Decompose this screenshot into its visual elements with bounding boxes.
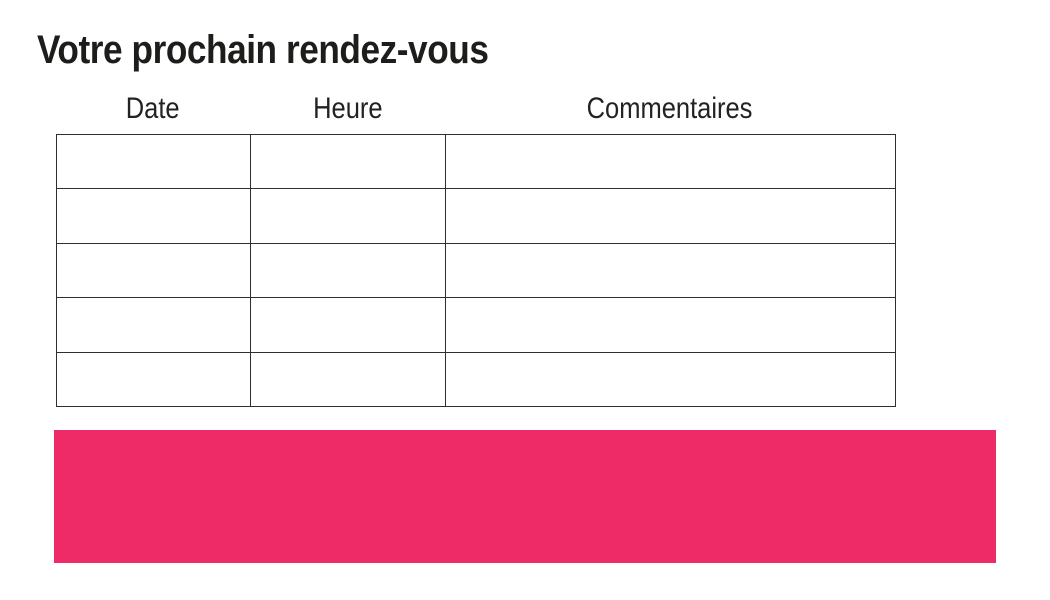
table-row [56, 188, 896, 244]
table-cell-heure [250, 133, 446, 190]
table-cell-commentaires [445, 188, 896, 244]
table-cell-heure [250, 297, 446, 353]
table-cell-date [56, 242, 251, 299]
table-cell-commentaires [445, 133, 896, 190]
column-header-heure-label: Heure [312, 92, 383, 125]
table-cell-commentaires [445, 351, 896, 408]
table-cell-date [56, 297, 251, 353]
table-cell-heure [250, 351, 446, 408]
table-row [56, 242, 896, 299]
column-header-date-label: Date [126, 92, 180, 125]
column-header-date: Date [56, 92, 250, 126]
table-row [56, 297, 896, 353]
table-row [56, 351, 896, 408]
column-header-commentaires: Commentaires [445, 92, 895, 126]
page-title: Votre prochain rendez-vous [37, 28, 489, 72]
table-cell-date [56, 351, 251, 408]
table-cell-date [56, 133, 251, 190]
table-cell-date [56, 188, 251, 244]
table-row [56, 133, 896, 190]
table-cell-heure [250, 242, 446, 299]
table-cell-commentaires [445, 297, 896, 353]
table-cell-commentaires [445, 242, 896, 299]
table-cell-heure [250, 188, 446, 244]
column-header-commentaires-label: Commentaires [587, 92, 753, 125]
accent-banner [54, 430, 996, 563]
table-header-row: Date Heure Commentaires [56, 92, 895, 126]
appointments-table [56, 133, 896, 408]
column-header-heure: Heure [250, 92, 445, 126]
